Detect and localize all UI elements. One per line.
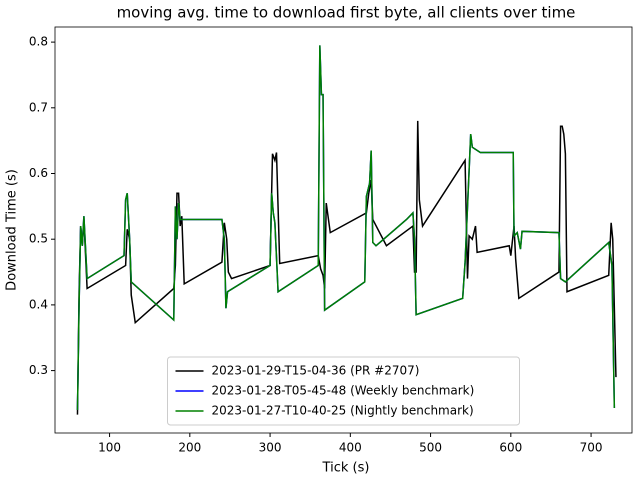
x-tick-label: 600 [499,441,522,455]
y-axis-label: Download Time (s) [5,169,20,291]
x-tick-label: 700 [580,441,603,455]
legend-label: 2023-01-29-T15-04-36 (PR #2707) [212,364,420,378]
series-line [76,45,616,411]
x-tick-label: 300 [259,441,282,455]
x-tick-label: 500 [419,441,442,455]
x-tick-label: 100 [98,441,121,455]
legend-label: 2023-01-27-T10-40-25 (Nightly benchmark) [212,404,474,418]
y-tick-label: 0.8 [29,35,48,49]
legend: 2023-01-29-T15-04-36 (PR #2707) 2023-01-2… [167,356,520,426]
y-tick-label: 0.7 [29,100,48,114]
y-tick-label: 0.3 [29,363,48,377]
x-tick-label: 400 [339,441,362,455]
y-tick-label: 0.6 [29,166,48,180]
axes-frame [54,26,633,434]
x-tick-label: 200 [178,441,201,455]
y-tick-label: 0.5 [29,232,48,246]
chart-title: moving avg. time to download first byte,… [117,4,576,22]
legend-label: 2023-01-28-T05-45-48 (Weekly benchmark) [212,384,475,398]
y-tick-label: 0.4 [29,297,48,311]
x-axis-label: Tick (s) [322,461,370,476]
series-line [76,120,617,415]
series-line [76,45,616,411]
legend-box [167,356,520,426]
